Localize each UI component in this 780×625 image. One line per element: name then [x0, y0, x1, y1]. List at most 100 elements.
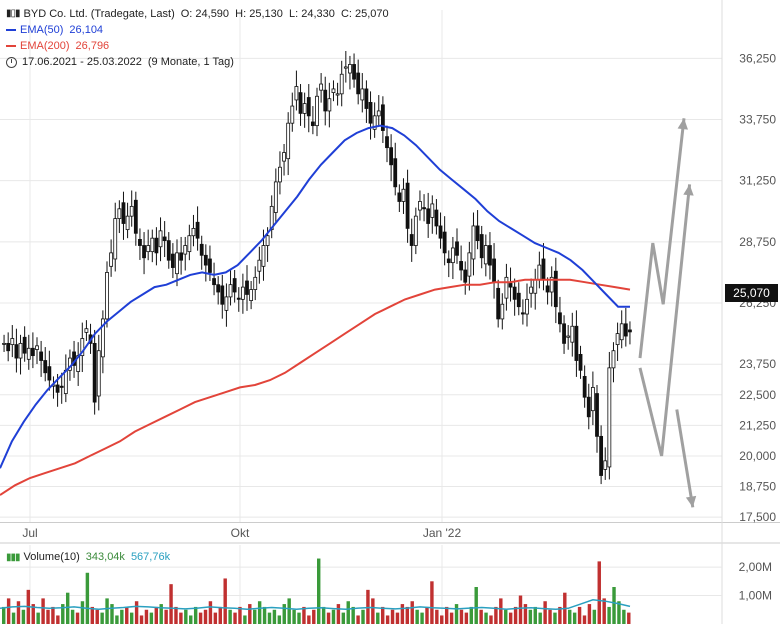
ohlc-bars-icon: ▮▯▮: [6, 8, 20, 19]
volume-bar: [420, 612, 424, 624]
candle-body: [418, 201, 422, 211]
volume-bar: [85, 572, 90, 624]
candle-body: [125, 215, 130, 231]
volume-value-1: 343,04k: [85, 551, 125, 563]
candles: [2, 51, 632, 485]
candle-body: [199, 243, 204, 256]
candle-body: [500, 303, 505, 320]
x-tick-label: Jan '22: [423, 526, 462, 540]
candle-body: [570, 325, 575, 343]
x-tick-label: Okt: [231, 526, 250, 540]
candle-body: [590, 387, 595, 412]
volume-bar: [208, 601, 213, 624]
candle-body: [549, 276, 554, 293]
candle-body: [356, 72, 361, 95]
candle-body: [30, 347, 35, 357]
volume-bar: [326, 612, 331, 624]
candle-body: [537, 264, 542, 281]
candle-body: [257, 259, 262, 272]
candle-body: [261, 245, 266, 267]
legend-period-row: 17.06.2021 - 25.03.2022 (9 Monate, 1 Tag…: [6, 54, 389, 70]
candle-body: [146, 245, 151, 253]
candle-body: [488, 245, 492, 266]
scenario-arrow-head: [677, 118, 688, 130]
scenario-arrow-head: [685, 495, 697, 508]
volume-bar: [597, 561, 601, 624]
candle-body: [96, 350, 101, 397]
candle-body: [245, 280, 249, 295]
candle-body: [240, 286, 245, 300]
candle-body: [607, 367, 612, 468]
volume-bar: [203, 609, 208, 624]
volume-bar: [489, 615, 493, 624]
candle-body: [278, 166, 282, 183]
volume-bar: [390, 609, 395, 624]
ema200-line: [0, 278, 631, 496]
candle-body: [496, 287, 501, 320]
candle-body: [599, 435, 604, 476]
volume-bar: [474, 587, 478, 624]
candle-body: [450, 247, 455, 264]
volume-bar: [627, 612, 631, 624]
volume-bar: [528, 609, 533, 624]
candle-body: [553, 270, 558, 308]
candle-body: [63, 369, 68, 394]
candle-body: [59, 385, 64, 388]
volume-bar: [361, 609, 365, 624]
volume-bar: [513, 606, 518, 624]
candle-body: [360, 88, 365, 101]
candle-body: [508, 283, 513, 288]
volume-bar: [184, 609, 188, 624]
candle-body: [434, 209, 439, 227]
candle-body: [113, 218, 118, 260]
volume-bar: [129, 612, 134, 624]
candle-body: [273, 181, 278, 213]
volume-bar: [115, 615, 119, 624]
volume-bar: [612, 587, 616, 624]
volume-bar: [125, 606, 129, 624]
candle-body: [290, 105, 295, 124]
ema50-line: [0, 124, 630, 469]
candle-body: [154, 237, 159, 254]
volume-bar: [228, 609, 232, 624]
candle-body: [195, 221, 200, 239]
volume-bar: [302, 606, 306, 624]
candle-body: [582, 376, 587, 398]
volume-bar: [233, 612, 237, 624]
candle-body: [343, 66, 348, 69]
volume-bar: [568, 609, 572, 624]
candle-body: [504, 276, 509, 299]
candle-body: [282, 152, 286, 162]
volume-bar: [543, 601, 547, 624]
candle-body: [302, 103, 307, 114]
volume-bar: [425, 606, 429, 624]
candle-body: [47, 366, 52, 381]
volume-bar: [523, 604, 528, 624]
candle-body: [100, 318, 105, 358]
volume-bars: [2, 558, 631, 624]
volume-tick-label: 2,00M: [739, 560, 772, 574]
candle-body: [138, 239, 142, 246]
volume-bar: [494, 606, 498, 624]
volume-bar: [356, 615, 360, 624]
volume-bar: [444, 606, 449, 624]
volume-bar: [346, 601, 350, 624]
candle-body: [10, 338, 15, 346]
candle-body: [92, 342, 97, 403]
ema200-swatch: [6, 45, 16, 47]
candle-body: [397, 192, 402, 202]
candle-body: [574, 325, 579, 361]
volume-bar: [223, 578, 227, 624]
volume-bar: [464, 612, 469, 624]
y-axis-ticks: 36,25033,75031,25028,75026,25023,75022,5…: [739, 51, 776, 524]
candle-body: [483, 245, 488, 265]
candle-body: [512, 286, 517, 300]
candle-body: [249, 289, 254, 301]
volume-bar: [253, 609, 257, 624]
volume-bar: [95, 609, 99, 624]
candle-body: [319, 83, 324, 91]
volume-bar: [164, 609, 168, 624]
y-tick-label: 17,500: [739, 510, 776, 524]
candle-body: [339, 73, 344, 95]
